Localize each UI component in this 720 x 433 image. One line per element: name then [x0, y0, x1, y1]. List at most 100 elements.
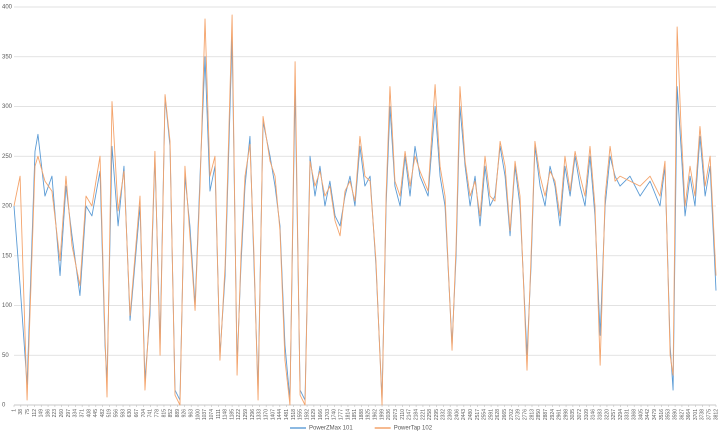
- x-tick-label: 1814: [345, 409, 351, 420]
- x-tick-label: 3812: [713, 409, 719, 420]
- x-tick-label: 2369: [448, 409, 454, 420]
- x-tick-label: 2184: [413, 409, 419, 420]
- x-tick-label: 593: [120, 409, 126, 418]
- x-tick-label: 852: [168, 409, 174, 418]
- x-tick-label: 1777: [338, 409, 344, 420]
- x-tick-label: 2221: [420, 409, 426, 420]
- x-tick-label: 75: [25, 409, 31, 415]
- x-tick-label: 3368: [632, 409, 638, 420]
- x-tick-label: 3257: [611, 409, 617, 420]
- x-tick-label: 3109: [584, 409, 590, 420]
- x-tick-label: 2110: [400, 409, 406, 420]
- x-tick-label: 1851: [352, 409, 358, 420]
- x-tick-label: 704: [141, 409, 147, 418]
- x-tick-label: 3405: [638, 409, 644, 420]
- x-tick-label: 1074: [209, 409, 215, 420]
- x-tick-label: 1037: [202, 409, 208, 420]
- x-tick-label: 2813: [529, 409, 535, 420]
- x-tick-label: 2998: [563, 409, 569, 420]
- x-tick-label: 2961: [557, 409, 563, 420]
- y-tick-label: 350: [2, 54, 13, 60]
- x-tick-label: 2739: [516, 409, 522, 420]
- y-tick-label: 50: [2, 353, 9, 359]
- x-tick-label: 1592: [304, 409, 310, 420]
- x-tick-label: 1407: [270, 409, 276, 420]
- y-tick-label: 400: [2, 5, 13, 11]
- x-tick-label: 1925: [366, 409, 372, 420]
- x-tick-label: 2628: [495, 409, 501, 420]
- x-tick-label: 1888: [359, 409, 365, 420]
- y-tick-label: 0: [2, 403, 6, 409]
- x-tick-label: 445: [93, 409, 99, 418]
- y-tick-label: 250: [2, 154, 13, 160]
- y-tick-label: 100: [2, 303, 13, 309]
- y-tick-label: 200: [2, 204, 13, 210]
- legend: PowerZMax 101 PowerTap 102: [290, 426, 433, 432]
- x-tick-label: 2776: [522, 409, 528, 420]
- x-tick-label: 2480: [468, 409, 474, 420]
- x-tick-label: 889: [175, 409, 181, 418]
- x-tick-label: 3442: [645, 409, 651, 420]
- series-line: [13, 36, 717, 401]
- x-tick-label: 2591: [488, 409, 494, 420]
- x-tick-label: 3294: [618, 409, 624, 420]
- x-tick-label: 482: [100, 409, 106, 418]
- x-tick-label: 1111: [216, 409, 222, 419]
- x-tick-label: 1370: [264, 409, 270, 420]
- x-tick-label: 2258: [427, 409, 433, 420]
- x-tick-label: 186: [45, 409, 51, 418]
- x-tick-label: 3516: [659, 409, 665, 420]
- x-tick-label: 1518: [291, 409, 297, 420]
- x-tick-label: 2443: [461, 409, 467, 420]
- x-tick-label: 2702: [509, 409, 515, 420]
- x-tick-label: 1629: [311, 409, 317, 420]
- x-tick-label: 260: [59, 409, 65, 418]
- x-tick-label: 1481: [284, 409, 290, 420]
- x-tick-label: 1259: [243, 409, 249, 420]
- x-tick-label: 1999: [379, 409, 385, 420]
- x-tick-label: 3331: [625, 409, 631, 420]
- y-tick-label: 300: [2, 104, 13, 110]
- x-tick-label: 3183: [597, 409, 603, 420]
- x-tick-label: 408: [86, 409, 92, 418]
- series-line: [13, 14, 717, 406]
- x-tick-label: 2665: [502, 409, 508, 420]
- x-tick-label: 2517: [475, 409, 481, 420]
- y-tick-label: 150: [2, 253, 13, 259]
- x-tick-label: 149: [39, 409, 45, 418]
- x-tick-label: 519: [107, 409, 113, 418]
- x-tick-label: 297: [66, 409, 72, 418]
- x-tick-label: 2850: [536, 409, 542, 420]
- x-tick-label: 1555: [298, 409, 304, 420]
- x-tick-label: 3072: [577, 409, 583, 420]
- x-tick-label: 1: [11, 409, 17, 412]
- x-tick-label: 1296: [250, 409, 256, 420]
- x-tick-label: 630: [127, 409, 133, 418]
- x-tick-label: 1962: [373, 409, 379, 420]
- legend-label: PowerZMax 101: [309, 426, 353, 432]
- x-tick-label: 741: [148, 409, 154, 418]
- x-tick-label: 3664: [686, 409, 692, 420]
- x-tick-label: 2332: [441, 409, 447, 420]
- x-tick-label: 815: [161, 409, 167, 418]
- x-tick-label: 38: [18, 409, 24, 415]
- legend-label: PowerTap 102: [394, 426, 433, 432]
- x-tick-label: 963: [189, 409, 195, 418]
- x-tick-label: 1444: [277, 409, 283, 420]
- x-tick-label: 1666: [318, 409, 324, 420]
- x-tick-label: 1222: [236, 409, 242, 420]
- x-tick-label: 112: [32, 409, 38, 417]
- x-tick-label: 3553: [666, 409, 672, 420]
- x-tick-label: 1148: [223, 409, 229, 420]
- x-tick-label: 667: [134, 409, 140, 418]
- x-tick-label: 3146: [591, 409, 597, 420]
- x-tick-label: 778: [154, 409, 160, 418]
- x-tick-label: 3775: [707, 409, 713, 420]
- x-tick-label: 2406: [454, 409, 460, 420]
- x-tick-label: 1000: [195, 409, 201, 420]
- x-tick-label: 2554: [482, 409, 488, 420]
- x-tick-label: 2295: [434, 409, 440, 420]
- x-tick-label: 2887: [543, 409, 549, 420]
- x-tick-label: 556: [114, 409, 120, 418]
